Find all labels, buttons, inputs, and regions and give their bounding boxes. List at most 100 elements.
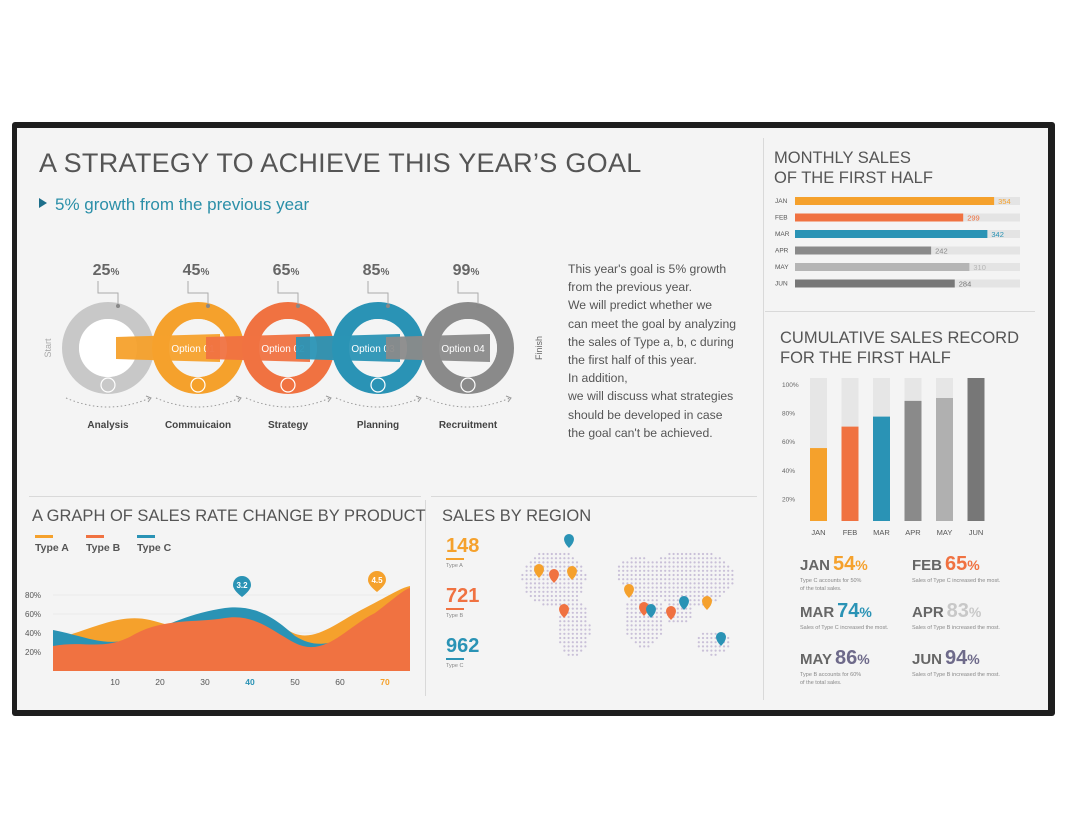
map-dot — [647, 615, 650, 619]
cumulative-month-label: MAR — [873, 528, 890, 537]
map-dot — [685, 565, 688, 568]
map-dot — [643, 569, 646, 572]
monthly-value: 242 — [935, 247, 948, 256]
map-dot — [697, 557, 700, 560]
map-dot — [525, 586, 528, 589]
map-dot — [722, 561, 726, 564]
map-dot — [664, 590, 667, 593]
map-dot — [718, 573, 721, 577]
map-dot — [542, 561, 545, 564]
map-dot — [630, 603, 633, 606]
map-dot — [563, 573, 566, 577]
map-dot — [584, 624, 587, 627]
map-dot — [693, 599, 696, 602]
map-dot — [697, 552, 700, 556]
map-dot — [533, 557, 537, 560]
map-dot — [714, 582, 717, 585]
map-dot — [714, 649, 717, 652]
map-dot — [546, 594, 549, 598]
map-dot — [659, 632, 663, 635]
map-dot — [529, 569, 532, 572]
map-dot — [651, 565, 654, 568]
map-dot — [563, 569, 566, 572]
divider-bottom-center — [425, 500, 426, 696]
map-dot — [571, 561, 574, 564]
map-dot — [533, 561, 537, 564]
map-dot — [672, 620, 675, 623]
description-line: We will predict whether we — [568, 298, 713, 313]
map-dot — [626, 624, 629, 627]
map-dot — [718, 569, 721, 572]
map-dot — [580, 645, 583, 648]
map-dot — [638, 586, 642, 589]
map-dot — [630, 599, 633, 602]
cumulative-stat-pct: 74 — [837, 600, 860, 622]
map-dot — [567, 615, 570, 619]
map-dot — [575, 603, 579, 606]
map-dot — [714, 557, 717, 560]
rate-xtick: 10 — [110, 677, 120, 687]
region-underline — [446, 558, 464, 560]
map-dot — [630, 636, 633, 640]
cumulative-stat: JUN 94% Sales of Type B increased the most… — [912, 647, 1024, 679]
map-dot — [575, 624, 579, 627]
map-dot — [575, 641, 579, 644]
cumulative-stat-pct: 86 — [834, 647, 858, 669]
map-dot — [630, 632, 633, 635]
map-dot — [567, 557, 570, 560]
map-dot — [668, 557, 671, 560]
cumulative-ytick: 40% — [782, 468, 795, 475]
cumulative-stat-pct: 65 — [945, 553, 968, 575]
percent-unit: % — [470, 267, 479, 278]
map-dot — [655, 624, 658, 627]
map-dot — [714, 632, 717, 635]
map-dot — [668, 569, 671, 572]
map-dot — [701, 645, 705, 648]
map-dot — [718, 586, 721, 589]
map-dot — [722, 578, 726, 581]
region-type: Type C — [446, 663, 464, 669]
map-dot — [538, 552, 541, 556]
map-dot — [638, 645, 642, 648]
map-dot — [706, 565, 709, 568]
region-stat: 962 Type C — [446, 635, 479, 669]
map-dot — [626, 620, 629, 623]
map-dot — [731, 569, 734, 572]
map-dot — [659, 561, 663, 564]
map-dot — [638, 628, 642, 631]
map-dot — [655, 611, 658, 614]
page-title: A STRATEGY TO ACHIEVE THIS YEAR’S GOAL — [39, 148, 642, 178]
map-dot — [651, 620, 654, 623]
cumulative-stat-unit: % — [967, 557, 980, 573]
map-dot — [525, 578, 528, 581]
connector-dot — [206, 304, 210, 308]
map-dot — [676, 594, 679, 598]
option-band — [386, 334, 490, 362]
map-dot — [714, 641, 717, 644]
map-dot — [714, 561, 717, 564]
option-label: Option 01 — [171, 344, 215, 355]
map-dot — [626, 615, 629, 619]
map-dot — [731, 582, 734, 585]
map-dot — [647, 636, 650, 640]
map-dot — [689, 578, 692, 581]
map-dot — [634, 569, 637, 572]
percent-connector — [367, 281, 389, 304]
map-dot — [643, 594, 646, 598]
map-dot — [689, 582, 692, 585]
map-dot — [571, 649, 574, 652]
cumulative-title: CUMULATIVE SALES RECORD FOR THE FIRST HA… — [780, 328, 1019, 368]
map-pin-icon — [702, 596, 712, 610]
map-dot — [622, 578, 625, 581]
map-dot — [567, 624, 570, 627]
arrow-head-icon — [325, 395, 332, 403]
description-line: we will discuss what strategies — [568, 389, 734, 404]
map-dot — [550, 590, 553, 593]
map-dot — [718, 565, 721, 568]
map-dot — [584, 636, 587, 640]
map-dot — [634, 599, 637, 602]
map-dot — [529, 582, 532, 585]
rate-graph-chart: 80% 60% 40% 20% 10 20 30 40 50 60 70 3.2 4.5 — [25, 571, 410, 687]
map-dot — [538, 557, 541, 560]
map-dot — [643, 624, 646, 627]
